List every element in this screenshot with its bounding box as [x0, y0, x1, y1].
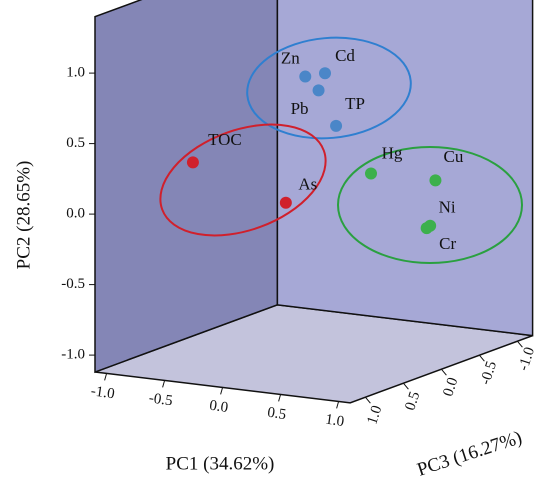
- x-tick: [336, 401, 340, 409]
- point: [330, 119, 343, 132]
- z-tick: [365, 396, 371, 404]
- point: [365, 167, 377, 180]
- z-tick-label: 1.0: [364, 404, 385, 427]
- x-tick: [278, 394, 282, 402]
- x-tick-label: 0.5: [266, 405, 287, 423]
- x-tick: [220, 387, 224, 395]
- point-label: Zn: [281, 48, 300, 67]
- point: [186, 156, 199, 169]
- point: [312, 84, 325, 97]
- cluster-ellipse: [337, 146, 523, 264]
- x-tick: [104, 373, 108, 381]
- point-label: TP: [345, 94, 365, 113]
- point-label: As: [298, 175, 317, 194]
- point-label: Cd: [335, 46, 355, 65]
- point-label: TOC: [208, 130, 242, 149]
- left-wall: [94, 0, 279, 374]
- z-tick: [403, 382, 409, 390]
- x-tick: [162, 380, 166, 388]
- point: [319, 67, 331, 80]
- x-tick-label: 0.0: [208, 398, 229, 416]
- y-tick-label: 1.0: [66, 65, 85, 81]
- point-label: Cu: [444, 147, 464, 166]
- x-tick-label: 1.0: [324, 412, 345, 430]
- y-tick-label: 0.0: [66, 206, 85, 222]
- point: [429, 174, 442, 187]
- point: [420, 222, 433, 235]
- point-label: Cr: [439, 234, 456, 253]
- cluster-ellipse: [246, 36, 412, 140]
- point: [279, 196, 292, 209]
- y-axis-title: PC2 (28.65%): [13, 161, 34, 270]
- back-wall: [276, 0, 534, 337]
- point: [299, 70, 312, 83]
- y-tick-label: 0.5: [66, 135, 85, 151]
- z-tick-label: -0.5: [478, 359, 501, 387]
- y-tick-label: -1.0: [61, 347, 85, 363]
- point-label: Pb: [291, 99, 309, 118]
- point-label: Hg: [382, 143, 403, 162]
- z-axis-title: PC3 (16.27%): [415, 427, 525, 481]
- z-tick-label: -1.0: [516, 345, 539, 373]
- z-tick-label: 0.0: [440, 376, 461, 399]
- box: [94, 0, 534, 404]
- z-tick-label: 0.5: [402, 390, 423, 413]
- cluster-ellipse: [159, 123, 327, 237]
- z-tick: [517, 340, 523, 348]
- point-label: Ni: [439, 198, 456, 217]
- z-tick: [441, 368, 447, 376]
- y-tick-label: -0.5: [61, 276, 85, 292]
- x-tick-label: -0.5: [148, 390, 174, 409]
- x-axis-title: PC1 (34.62%): [166, 453, 275, 474]
- z-tick: [479, 354, 485, 362]
- x-tick-label: -1.0: [90, 383, 116, 402]
